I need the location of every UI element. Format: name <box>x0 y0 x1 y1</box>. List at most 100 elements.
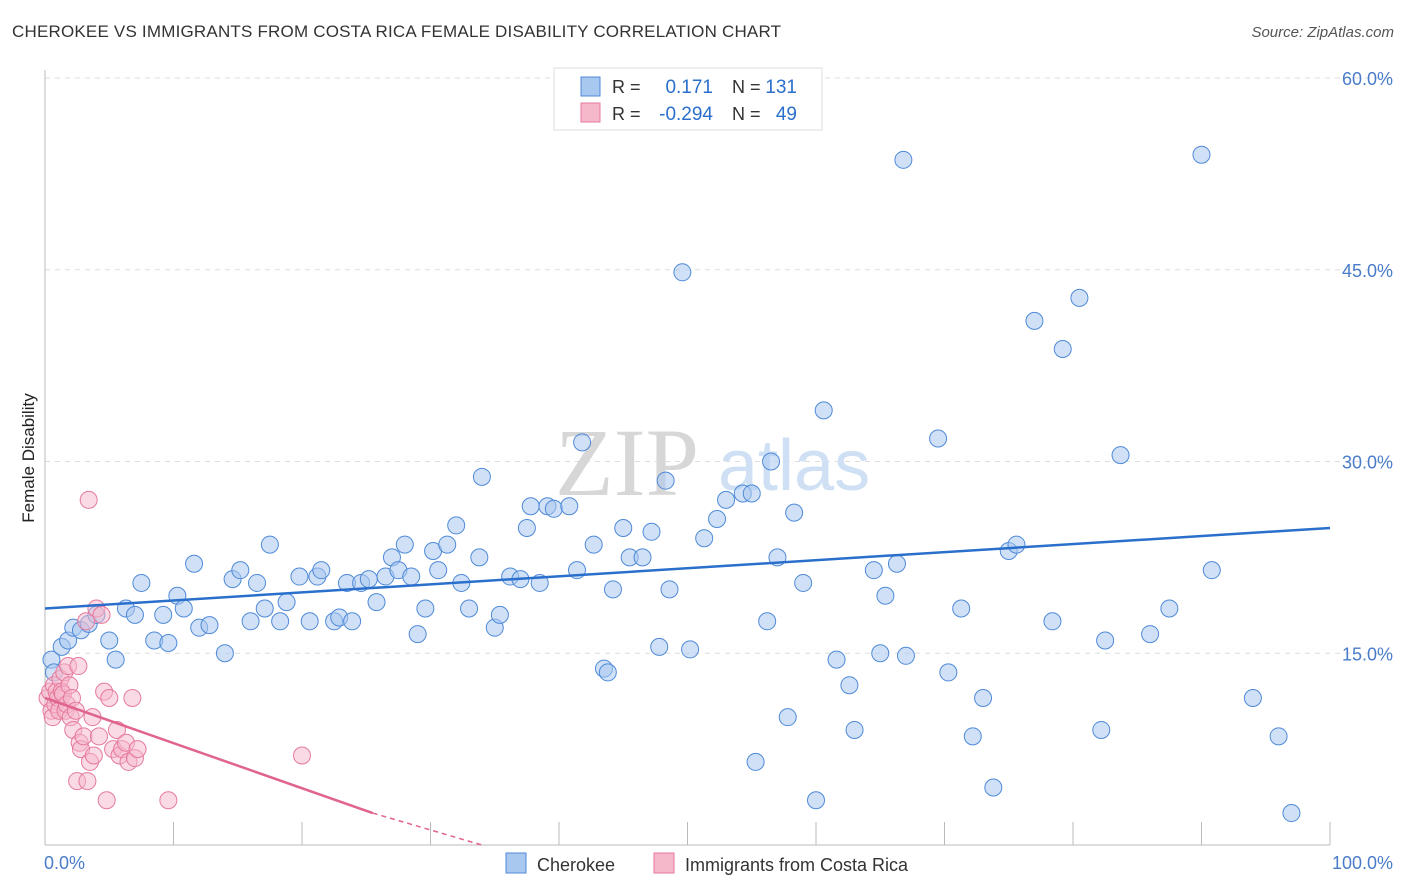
costa-rica-point <box>123 688 142 707</box>
cherokee-point <box>1282 804 1301 823</box>
costa-rica-r-value: -0.294 <box>659 104 713 125</box>
cherokee-point <box>827 650 846 669</box>
cherokee-point <box>1192 145 1211 164</box>
costa-rica-point <box>84 746 103 765</box>
costa-rica-point <box>92 605 111 624</box>
x-tick-label-max: 100.0% <box>1332 853 1393 873</box>
cherokee-point <box>778 708 797 727</box>
cherokee-point <box>762 452 781 471</box>
cherokee-point <box>1096 631 1115 650</box>
cherokee-point <box>367 593 386 612</box>
cherokee-point <box>814 401 833 420</box>
cherokee-point <box>887 554 906 573</box>
cherokee-point <box>429 561 448 580</box>
cherokee-point <box>132 573 151 592</box>
cherokee-point <box>447 516 466 535</box>
costa-rica-r-label: R = <box>612 104 641 124</box>
costa-rica-point <box>79 490 98 509</box>
costa-rica-point <box>69 657 88 676</box>
cherokee-point <box>1269 727 1288 746</box>
y-tick-labels: 15.0% 30.0% 45.0% 60.0% <box>1342 69 1393 664</box>
cherokee-point <box>100 631 119 650</box>
cherokee-point <box>460 599 479 618</box>
cherokee-point <box>1141 625 1160 644</box>
cherokee-point <box>1111 446 1130 465</box>
cherokee-point <box>1053 340 1072 359</box>
cherokee-point <box>154 605 173 624</box>
cherokee-point <box>159 634 178 653</box>
cherokee-point <box>807 791 825 810</box>
cherokee-point <box>343 612 362 631</box>
x-tick-label-min: 0.0% <box>44 853 85 873</box>
cherokee-point <box>544 499 563 518</box>
cherokee-point <box>1043 612 1062 631</box>
cherokee-point <box>200 616 219 635</box>
cherokee-point <box>271 612 290 631</box>
cherokee-n-value: 131 <box>765 77 797 98</box>
cherokee-point <box>472 467 491 486</box>
source-label: Source: ZipAtlas.com <box>1251 24 1394 41</box>
cherokee-point <box>673 263 692 282</box>
cherokee-point <box>952 599 971 618</box>
costa-rica-trend-extension <box>372 812 483 846</box>
cherokee-point <box>717 490 736 509</box>
cherokee-point <box>603 580 622 599</box>
cherokee-point <box>614 518 633 537</box>
cherokee-point <box>560 497 579 516</box>
legend-cherokee-label: Cherokee <box>537 855 615 875</box>
costa-rica-swatch <box>580 102 601 123</box>
cherokee-point <box>125 605 144 624</box>
cherokee-point <box>290 567 309 586</box>
cherokee-points <box>42 145 1301 823</box>
cherokee-trend-line <box>44 526 1331 610</box>
costa-rica-n-label: N = <box>732 104 761 124</box>
cherokee-point <box>633 548 652 567</box>
y-tick-label: 15.0% <box>1342 644 1393 664</box>
cherokee-point <box>840 676 859 695</box>
cherokee-r-label: R = <box>612 77 641 97</box>
cherokee-point <box>573 433 592 452</box>
cherokee-point <box>681 640 700 659</box>
cherokee-point <box>929 429 948 448</box>
y-axis-label: Female Disability <box>19 393 38 523</box>
cherokee-point <box>974 688 993 707</box>
cherokee-point <box>490 605 509 624</box>
cherokee-point <box>1025 311 1044 330</box>
cherokee-point <box>845 720 864 739</box>
cherokee-point <box>598 663 617 682</box>
costa-rica-point <box>77 612 96 631</box>
trend-lines <box>44 526 1331 846</box>
cherokee-point <box>521 497 540 516</box>
stats-legend: R = 0.171 N = 131 R = -0.294 N = 49 <box>553 67 823 131</box>
costa-rica-n-value: 49 <box>776 104 797 125</box>
cherokee-point <box>864 561 883 580</box>
cherokee-point <box>260 535 279 554</box>
cherokee-point <box>742 484 761 503</box>
legend-costa-rica-label: Immigrants from Costa Rica <box>685 855 909 875</box>
cherokee-point <box>1160 599 1179 618</box>
costa-rica-trend-line <box>44 696 374 815</box>
cherokee-point <box>470 548 489 567</box>
cherokee-point <box>174 599 193 618</box>
y-tick-label: 45.0% <box>1342 261 1393 281</box>
cherokee-point <box>939 663 958 682</box>
costa-rica-point <box>97 791 116 810</box>
cherokee-point <box>1092 720 1111 739</box>
costa-rica-point <box>128 740 147 759</box>
cherokee-point <box>1007 535 1026 554</box>
cherokee-n-label: N = <box>732 77 761 97</box>
cherokee-point <box>894 150 913 169</box>
cherokee-point <box>708 510 727 529</box>
cherokee-point <box>312 561 331 580</box>
cherokee-point <box>300 612 319 631</box>
cherokee-point <box>695 529 714 548</box>
cherokee-point <box>876 586 895 605</box>
watermark-zip: ZIP <box>555 409 699 516</box>
cherokee-point <box>963 727 982 746</box>
costa-rica-point <box>89 727 108 746</box>
cherokee-point <box>248 573 267 592</box>
cherokee-point <box>215 644 234 663</box>
cherokee-point <box>984 778 1003 797</box>
cherokee-point <box>1202 561 1221 580</box>
